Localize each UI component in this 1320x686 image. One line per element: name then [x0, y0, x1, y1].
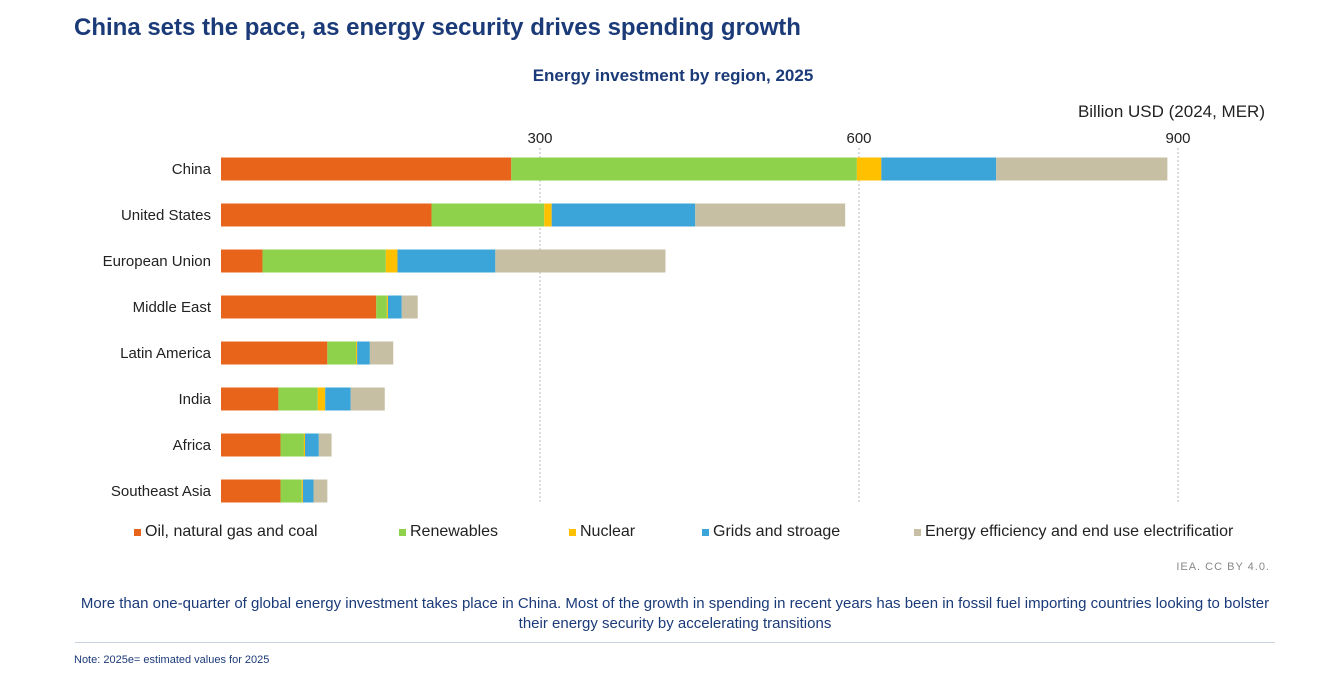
bar-segment	[511, 157, 857, 181]
legend-item: Grids and stroage	[702, 523, 840, 541]
legend-swatch	[569, 528, 576, 536]
bar-segment	[856, 157, 882, 181]
x-tick-label: 900	[1165, 130, 1190, 147]
chart-grid	[539, 148, 1179, 502]
category-label: Africa	[173, 437, 212, 454]
bar-segment	[301, 479, 303, 503]
category-label: Latin America	[120, 345, 212, 362]
bar-segment	[262, 249, 386, 273]
bar-segment	[221, 157, 512, 181]
bar-segment	[303, 433, 306, 457]
category-label: India	[178, 391, 211, 408]
bar-segment	[401, 295, 418, 319]
bar-segment	[350, 387, 385, 411]
stacked-bar-chart: 300 600 900 China United States European Uni…	[103, 130, 1191, 503]
legend-swatch	[702, 528, 709, 536]
bar-segment	[221, 249, 263, 273]
legend-label: Oil, natural gas and coal	[145, 523, 318, 540]
x-axis-ticks: 300 600 900	[527, 130, 1190, 147]
bar-segment	[221, 295, 377, 319]
bar-segment	[221, 203, 432, 227]
category-label: Middle East	[133, 299, 212, 316]
bar-segment	[376, 295, 387, 319]
bar-segment	[431, 203, 545, 227]
bar-segment	[327, 341, 357, 365]
chart-legend: Oil, natural gas and coal Renewables Nucle…	[0, 523, 1320, 547]
bar-segment	[551, 203, 696, 227]
bar-segment	[386, 295, 388, 319]
bar-segment	[387, 295, 402, 319]
bar-segment	[996, 157, 1168, 181]
x-tick-label: 600	[846, 130, 871, 147]
bar-segment	[221, 341, 328, 365]
bar-segment	[278, 387, 318, 411]
bar-segment	[221, 387, 279, 411]
bar-segment	[881, 157, 997, 181]
chart-title: Energy investment by region, 2025	[532, 66, 814, 85]
page-title: China sets the pace, as energy security …	[74, 14, 801, 41]
bar-segment	[302, 479, 314, 503]
chart-caption: More than one-quarter of global energy i…	[80, 595, 1270, 632]
chart-bars	[221, 157, 1168, 503]
bar-segment	[544, 203, 552, 227]
x-tick-label: 300	[527, 130, 552, 147]
bar-segment	[385, 249, 398, 273]
bar-segment	[280, 433, 304, 457]
legend-label: Grids and stroage	[713, 523, 841, 540]
bar-segment	[495, 249, 666, 273]
unit-label: Billion USD (2024, MER)	[1077, 102, 1265, 121]
bar-segment	[695, 203, 846, 227]
legend-item: Renewables	[399, 523, 498, 541]
y-axis-labels: China United States European Union Middle E…	[103, 161, 212, 500]
category-label: United States	[121, 207, 211, 224]
legend-label: Energy efficiency and end use electrific…	[925, 523, 1234, 540]
legend-swatch	[914, 528, 921, 536]
bar-segment	[357, 341, 370, 365]
legend-item: Oil, natural gas and coal	[134, 523, 318, 541]
legend-label: Nuclear	[580, 523, 636, 540]
credit-text: IEA. CC BY 4.0.	[1176, 561, 1270, 573]
bar-segment	[356, 341, 358, 365]
bar-segment	[221, 479, 281, 503]
bar-segment	[280, 479, 302, 503]
legend-swatch	[134, 528, 141, 536]
category-label: European Union	[103, 253, 211, 270]
bar-segment	[317, 387, 326, 411]
footer-divider	[75, 642, 1275, 643]
bar-segment	[313, 479, 328, 503]
category-label: China	[172, 161, 212, 178]
bar-segment	[318, 433, 332, 457]
legend-label: Renewables	[410, 523, 499, 540]
bar-segment	[369, 341, 394, 365]
bar-segment	[305, 433, 319, 457]
bar-segment	[325, 387, 351, 411]
legend-item: Nuclear	[569, 523, 635, 541]
category-label: Southeast Asia	[111, 483, 212, 500]
bar-segment	[221, 433, 281, 457]
footnote: Note: 2025e= estimated values for 2025	[74, 654, 270, 666]
bar-segment	[397, 249, 496, 273]
legend-swatch	[399, 528, 406, 536]
legend-item: Energy efficiency and end use electrific…	[914, 523, 1233, 541]
